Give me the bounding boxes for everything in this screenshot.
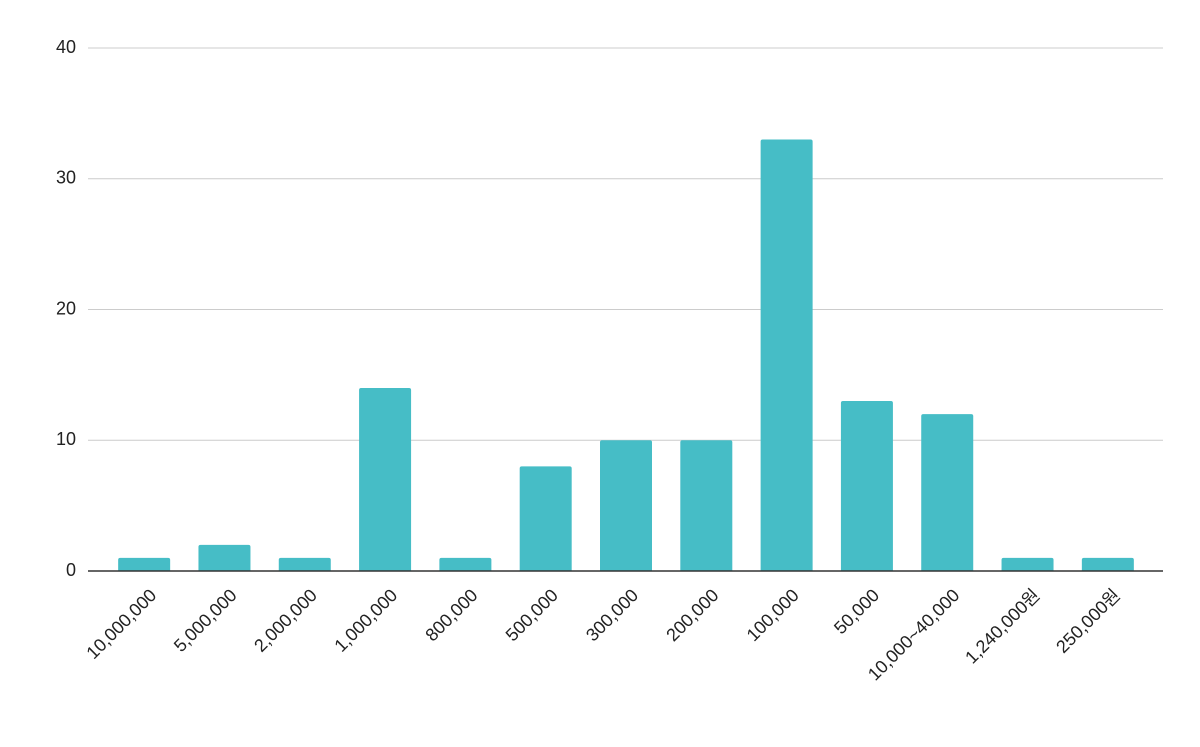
- x-tick-label: 300,000: [582, 585, 642, 645]
- bar: [1081, 557, 1134, 571]
- x-tick-label: 50,000: [830, 585, 883, 638]
- bar: [439, 557, 492, 571]
- y-tick-label: 40: [56, 37, 76, 57]
- x-tick-label: 250,000원: [1052, 585, 1124, 657]
- bar: [680, 440, 733, 571]
- bar: [600, 440, 652, 571]
- bar: [118, 557, 171, 571]
- x-tick-label: 100,000: [743, 585, 803, 645]
- x-tick-label: 800,000: [421, 585, 481, 645]
- x-tick-label: 1,000,000: [330, 585, 401, 656]
- x-tick-label: 200,000: [662, 585, 722, 645]
- x-tick-label: 2,000,000: [250, 585, 321, 656]
- y-tick-label: 10: [56, 429, 76, 449]
- bar: [1001, 557, 1054, 571]
- x-tick-label: 5,000,000: [170, 585, 241, 656]
- x-tick-label: 10,000,000: [82, 585, 160, 663]
- bar: [359, 387, 412, 571]
- bar: [760, 139, 813, 571]
- bar: [840, 401, 893, 571]
- y-tick-label: 20: [56, 298, 76, 318]
- x-tick-label: 500,000: [502, 585, 562, 645]
- x-tick-label: 1,240,000원: [961, 585, 1043, 667]
- bar: [278, 557, 331, 571]
- bar: [198, 544, 251, 571]
- bar: [921, 414, 974, 571]
- bar: [519, 466, 572, 571]
- y-tick-label: 30: [56, 168, 76, 188]
- y-tick-label: 0: [66, 560, 76, 580]
